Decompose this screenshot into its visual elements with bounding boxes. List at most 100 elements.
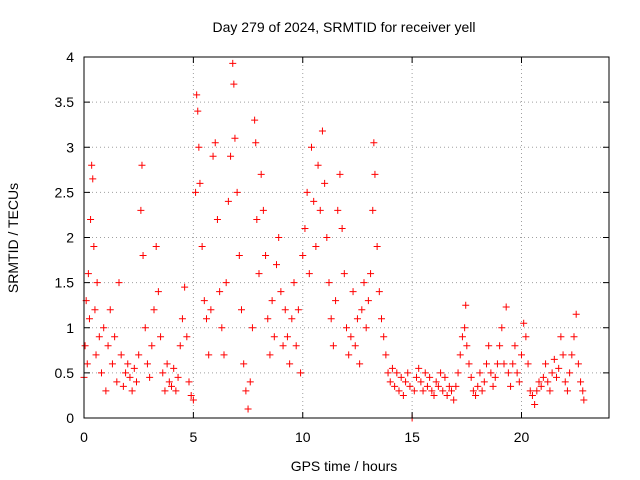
- data-point: [450, 396, 458, 404]
- data-point: [461, 324, 469, 332]
- data-point: [397, 373, 405, 381]
- data-point: [456, 351, 464, 359]
- data-point: [388, 364, 396, 372]
- data-point: [423, 382, 431, 390]
- data-point: [216, 288, 224, 296]
- data-point: [292, 342, 300, 350]
- data-point: [535, 378, 543, 386]
- data-point: [369, 206, 377, 214]
- data-point: [321, 179, 329, 187]
- data-point: [406, 382, 414, 390]
- data-point: [546, 387, 554, 395]
- data-point: [88, 161, 96, 169]
- data-point: [194, 107, 202, 115]
- data-point: [419, 387, 427, 395]
- data-point: [469, 387, 477, 395]
- data-point: [159, 369, 167, 377]
- data-point: [229, 59, 237, 67]
- data-point: [445, 382, 453, 390]
- data-point: [498, 324, 506, 332]
- y-tick-label: 1: [66, 320, 74, 336]
- data-point: [378, 315, 385, 323]
- data-points: [80, 59, 588, 422]
- data-point: [172, 387, 180, 395]
- data-point: [531, 400, 539, 408]
- data-point: [462, 301, 470, 309]
- data-point: [395, 387, 403, 395]
- data-point: [524, 360, 532, 368]
- data-point: [255, 270, 263, 278]
- y-tick-label: 2: [66, 230, 74, 246]
- data-point: [373, 243, 381, 251]
- data-point: [351, 342, 359, 350]
- data-point: [130, 364, 138, 372]
- data-point: [85, 315, 93, 323]
- data-point: [513, 369, 521, 377]
- data-point: [413, 373, 420, 381]
- axes: 0 0.5 1 1.5 2 2.5 3 3.5 4 0 5 10 15 20: [55, 49, 610, 445]
- x-tick-label: 5: [189, 429, 197, 445]
- data-point: [238, 306, 245, 314]
- data-point: [253, 215, 261, 223]
- data-point: [138, 161, 146, 169]
- data-point: [491, 373, 499, 381]
- data-point: [84, 270, 92, 278]
- data-point: [410, 387, 418, 395]
- data-point: [119, 382, 127, 390]
- data-point: [393, 369, 401, 377]
- data-point: [148, 342, 156, 350]
- data-point: [356, 360, 364, 368]
- data-point: [290, 279, 298, 287]
- data-point: [297, 369, 305, 377]
- data-point: [308, 143, 315, 151]
- data-point: [443, 391, 451, 399]
- data-point: [391, 382, 399, 390]
- data-point: [279, 342, 287, 350]
- data-point: [220, 351, 228, 359]
- data-point: [246, 378, 254, 386]
- data-point: [174, 373, 182, 381]
- data-point: [157, 333, 165, 341]
- data-point: [141, 324, 149, 332]
- data-point: [402, 378, 410, 386]
- data-point: [248, 324, 256, 332]
- x-tick-label: 20: [514, 429, 530, 445]
- data-point: [371, 170, 379, 178]
- data-point: [183, 333, 191, 341]
- data-point: [178, 315, 186, 323]
- data-point: [509, 360, 517, 368]
- data-point: [196, 179, 204, 187]
- data-point: [349, 288, 357, 296]
- data-point: [213, 215, 221, 223]
- data-point: [299, 252, 307, 260]
- data-point: [268, 297, 276, 305]
- data-point: [370, 139, 378, 147]
- data-point: [504, 369, 512, 377]
- data-point: [288, 315, 296, 323]
- y-tick-label: 4: [66, 49, 74, 65]
- data-point: [222, 279, 230, 287]
- data-point: [539, 373, 547, 381]
- data-point: [139, 252, 147, 260]
- data-point: [305, 270, 313, 278]
- data-point: [487, 369, 495, 377]
- data-point: [146, 373, 154, 381]
- data-point: [185, 378, 193, 386]
- data-point: [163, 360, 171, 368]
- data-point: [187, 391, 195, 399]
- data-point: [332, 297, 340, 305]
- data-point: [124, 360, 132, 368]
- data-point: [193, 91, 201, 99]
- data-point: [375, 288, 383, 296]
- data-point: [87, 215, 95, 223]
- data-point: [452, 382, 460, 390]
- data-point: [518, 351, 525, 359]
- data-point: [522, 333, 530, 341]
- y-tick-label: 3.5: [55, 94, 75, 110]
- data-point: [327, 315, 335, 323]
- data-point: [242, 387, 250, 395]
- data-point: [544, 378, 552, 386]
- data-point: [205, 351, 213, 359]
- x-tick-label: 10: [295, 429, 311, 445]
- data-point: [404, 369, 412, 377]
